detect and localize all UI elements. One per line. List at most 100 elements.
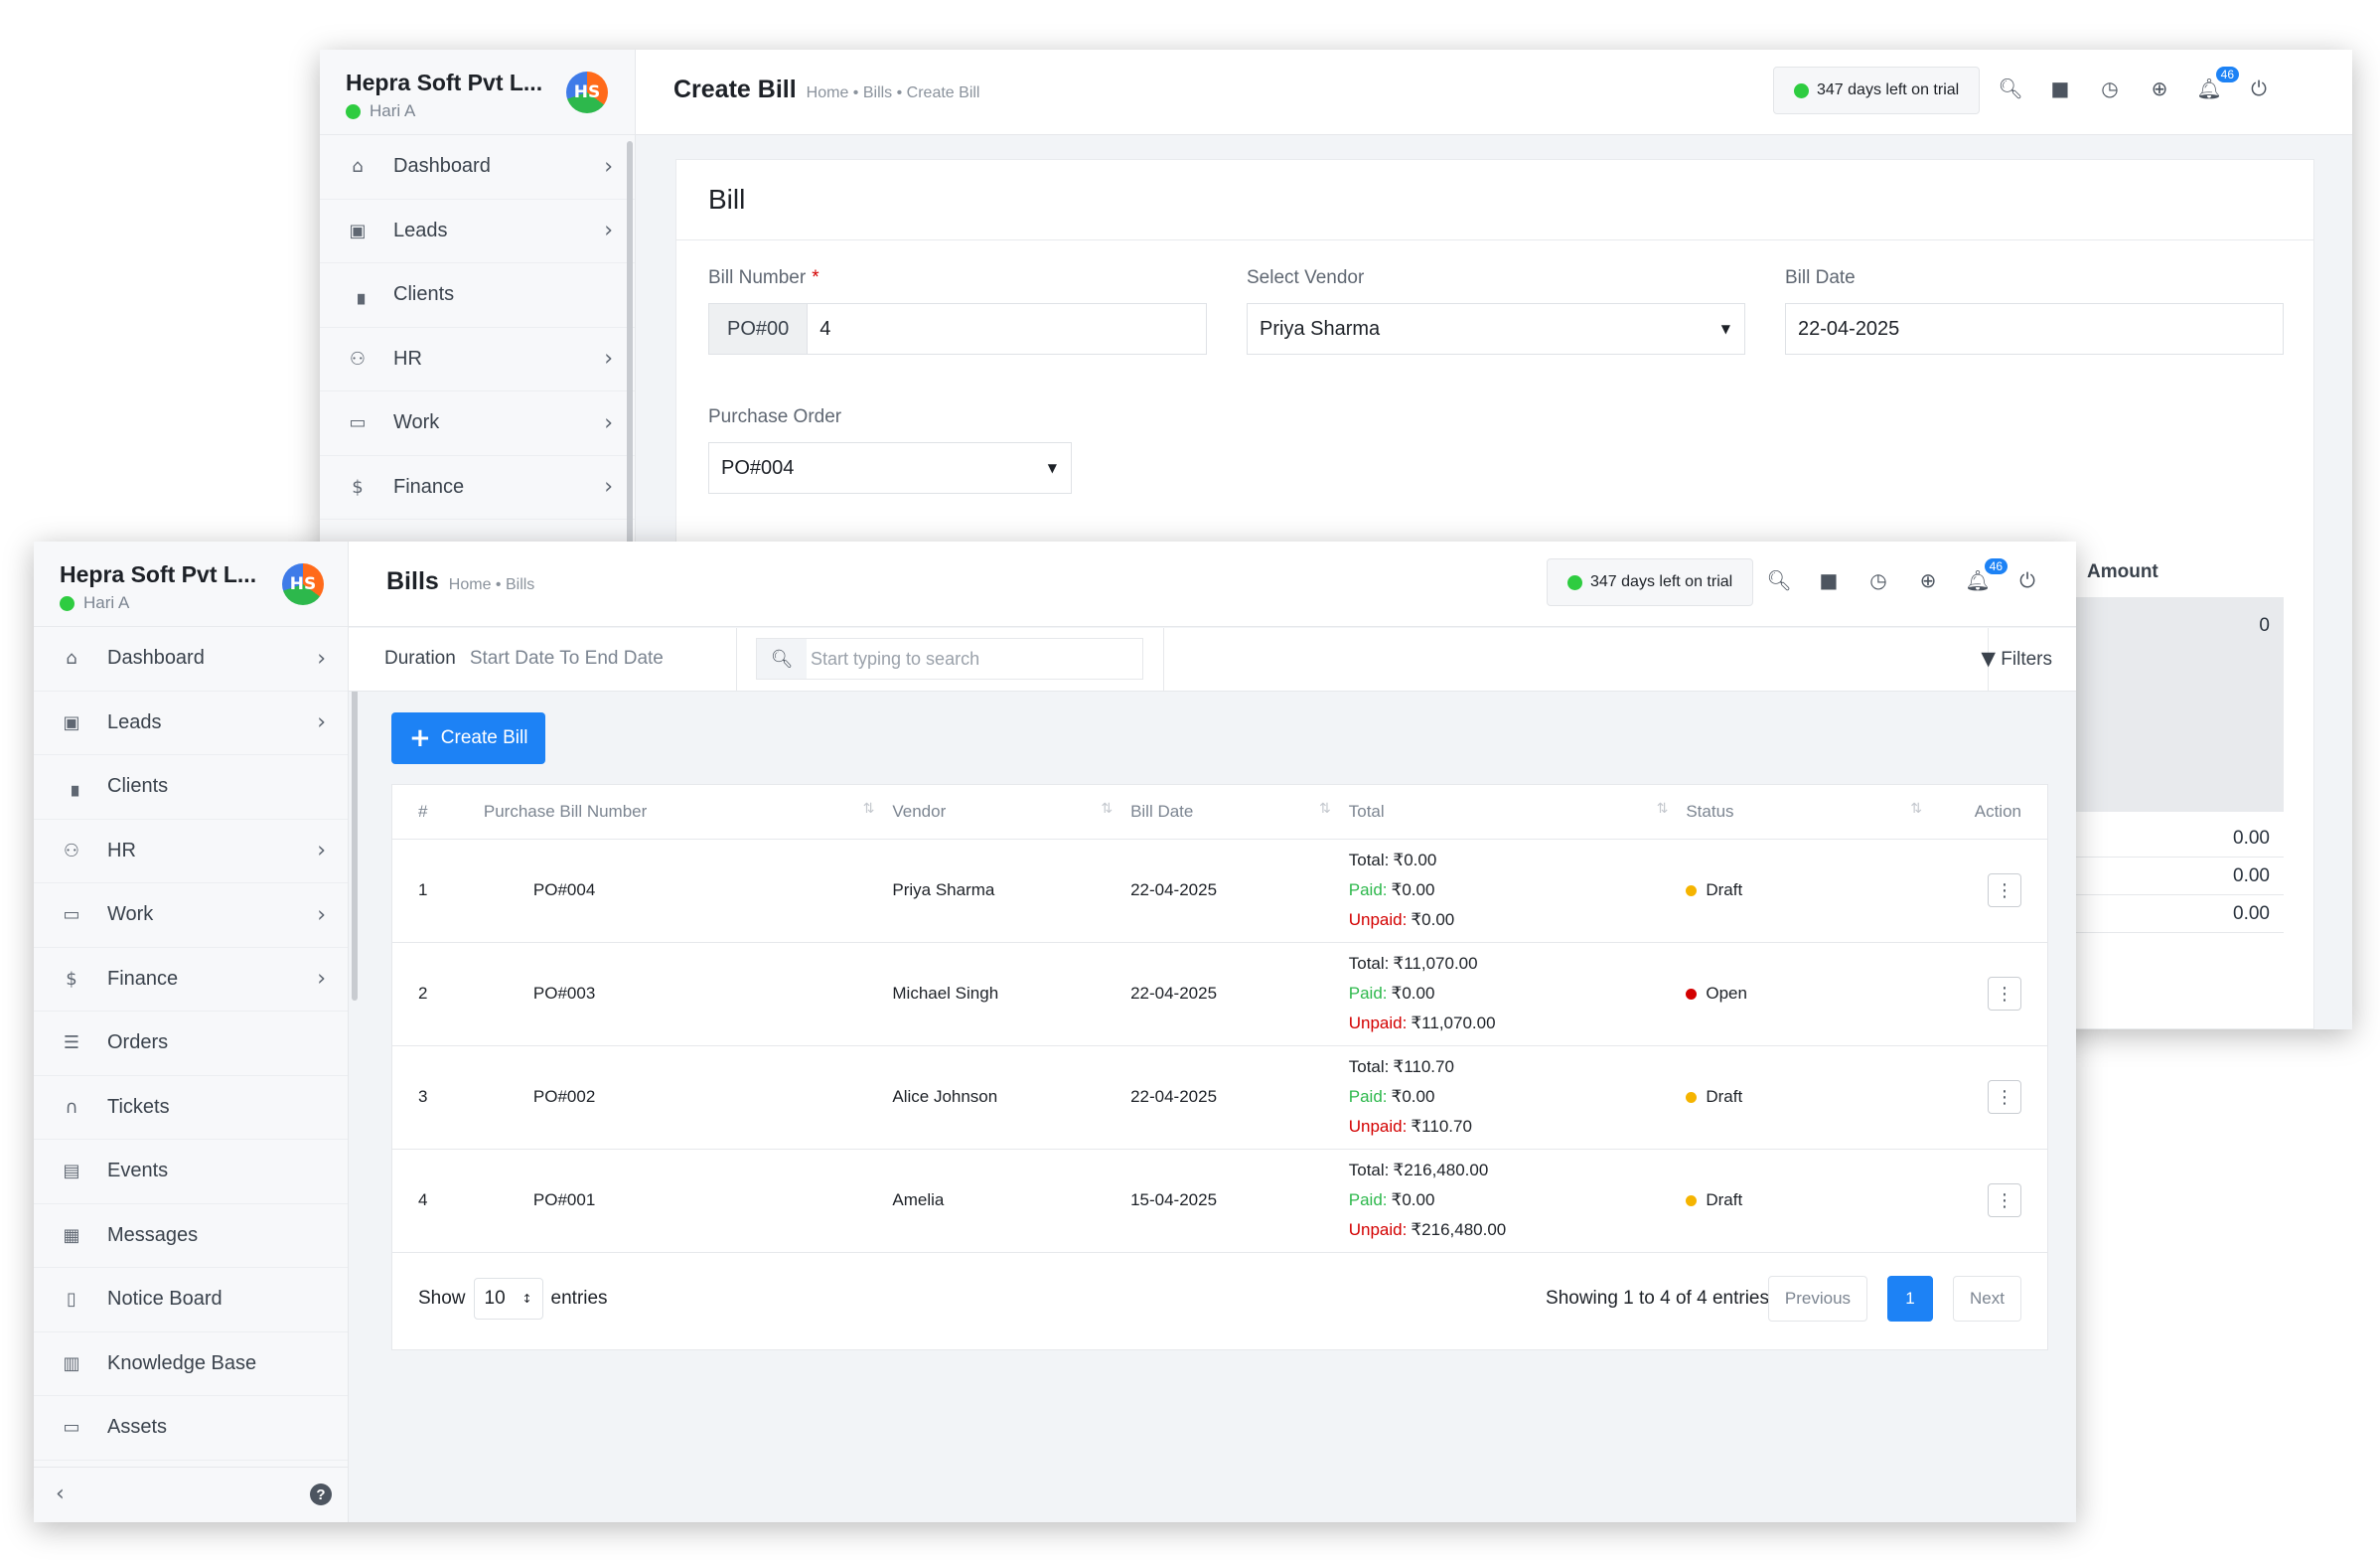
bill-number-field[interactable]: PO#00 4 [708,303,1207,355]
duration-filter[interactable]: Duration Start Date To End Date [384,648,664,670]
status-badge[interactable]: Draft [1686,880,1940,900]
sticky-note-icon[interactable]: ■ [2050,77,2070,100]
sidebar-item-hr[interactable]: ⚇ HR › [320,328,635,391]
trial-badge[interactable]: 347 days left on trial [1773,67,1981,114]
sidebar-item-work[interactable]: ▭ Work › [34,883,348,948]
bill-date-field[interactable]: 22-04-2025 [1785,303,2284,355]
action-cell: ⋮ [1940,839,2047,943]
column-header[interactable]: Bill Date ⇅ [1130,785,1349,840]
kebab-menu-icon: ⋮ [1996,879,2013,901]
sidebar-scrollbar[interactable] [352,633,358,1001]
sidebar-item-tickets[interactable]: ∩ Tickets [34,1076,348,1140]
user-status: Hari A [60,593,129,613]
search-icon: 🔍︎ [757,639,807,679]
table-row[interactable]: 3 PO#002 Alice Johnson 22-04-2025 Total: ₹110… [392,1045,2047,1150]
power-icon[interactable]: ⏻ [2019,568,2035,592]
more-actions-button[interactable]: ⋮ [1988,873,2021,907]
sidebar-scrollbar[interactable] [627,141,633,548]
status-cell: Draft [1686,839,1940,943]
calendar-icon: ▤ [63,1161,80,1182]
more-actions-button[interactable]: ⋮ [1988,1183,2021,1217]
sidebar-item-hr[interactable]: ⚇ HR › [34,820,348,883]
vendor-select[interactable]: Priya Sharma ▼ [1247,303,1745,355]
column-header[interactable]: Total ⇅ [1348,785,1687,840]
help-icon[interactable]: ? [310,1483,332,1505]
filters-button[interactable]: ▼ Filters [1981,648,2052,671]
breadcrumb[interactable]: Home • Bills [448,576,535,593]
status-badge[interactable]: Open [1686,984,1940,1004]
bell-icon[interactable]: 🔔︎ 46 [1965,558,2008,592]
status-label: Draft [1706,880,1743,899]
status-cell: Draft [1686,1045,1940,1150]
search-box[interactable]: 🔍︎ Start typing to search [756,638,1143,680]
sticky-note-icon[interactable]: ■ [1819,568,1839,592]
page-size-select[interactable]: 10 ↕ [473,1278,543,1320]
clock-icon[interactable]: ◷ [2101,77,2119,100]
sidebar-item-leads[interactable]: ▣ Leads › [320,200,635,263]
amount-header: Amount [2087,561,2158,582]
breadcrumb[interactable]: Home • Bills • Create Bill [806,84,980,101]
sidebar-item-dashboard[interactable]: ⌂ Dashboard › [34,627,348,692]
status-dot [1686,884,1698,896]
table-row[interactable]: 4 PO#001 Amelia 15-04-2025 Total: ₹216,480.00… [392,1149,2047,1253]
briefcase-icon: ▭ [349,412,367,434]
total-amount: ₹0.00 [1393,851,1437,869]
unpaid-label: Unpaid: [1348,1220,1408,1239]
unpaid-amount: ₹0.00 [1411,910,1455,929]
row-number: 3 [392,1045,484,1150]
sidebar-item-leads[interactable]: ▣ Leads › [34,692,348,755]
sidebar-item-finance[interactable]: $ Finance › [34,948,348,1012]
company-logo[interactable]: HS [566,72,608,113]
search-icon[interactable]: 🔍︎ [1998,77,2023,100]
sort-icon: ⇅ [1910,801,1922,817]
status-badge[interactable]: Draft [1686,1190,1940,1210]
sidebar-item-dashboard[interactable]: ⌂ Dashboard › [320,135,635,200]
power-icon[interactable]: ⏻ [2251,77,2267,100]
company-logo[interactable]: HS [282,563,324,605]
bill-number-label: Bill Number * [708,267,819,288]
cart-icon: ☰ [63,1032,80,1054]
column-header[interactable]: Status ⇅ [1686,785,1940,840]
previous-button[interactable]: Previous [1767,1276,1868,1322]
search-icon[interactable]: 🔍︎ [1766,568,1792,592]
sidebar-item-work[interactable]: ▭ Work › [320,391,635,456]
sidebar-item-clients[interactable]: ▗ Clients [320,263,635,328]
collapse-sidebar-icon[interactable]: ‹ [56,1482,65,1506]
column-header[interactable]: Purchase Bill Number ⇅ [483,785,893,840]
status-badge[interactable]: Draft [1686,1087,1940,1107]
add-circle-icon[interactable]: ⊕ [1919,568,1937,592]
clock-icon[interactable]: ◷ [1869,568,1887,592]
trial-badge[interactable]: 347 days left on trial [1547,558,1754,606]
sidebar-item-assets[interactable]: ▭ Assets [34,1396,348,1461]
unpaid-line: Unpaid: ₹0.00 [1349,905,1687,935]
search-input[interactable]: Start typing to search [811,648,980,669]
more-actions-button[interactable]: ⋮ [1988,1080,2021,1114]
page-button-1[interactable]: 1 [1887,1276,1934,1322]
purchase-order-select[interactable]: PO#004 ▼ [708,442,1072,494]
column-header[interactable]: Vendor ⇅ [892,785,1131,840]
chevron-right-icon: › [604,218,613,243]
chevron-right-icon: › [317,646,326,672]
sidebar-item-messages[interactable]: ▦ Messages [34,1204,348,1268]
next-button[interactable]: Next [1953,1276,2021,1322]
table-row[interactable]: 1 PO#004 Priya Sharma 22-04-2025 Total: ₹0.00… [392,839,2047,943]
page-title: Bills Home • Bills [386,567,534,596]
create-bill-label: Create Bill [440,727,528,748]
paid-amount: ₹0.00 [1391,984,1435,1003]
sidebar-item-label: Knowledge Base [107,1351,257,1374]
updown-icon: ↕ [521,1292,532,1306]
more-actions-button[interactable]: ⋮ [1988,977,2021,1011]
sidebar-item-clients[interactable]: ▗ Clients [34,755,348,820]
sidebar-item-knowledge-base[interactable]: ▥ Knowledge Base [34,1332,348,1396]
add-circle-icon[interactable]: ⊕ [2151,77,2168,100]
company-name[interactable]: Hepra Soft Pvt L... [60,561,257,587]
total-line: Total: ₹216,480.00 [1349,1156,1687,1185]
sidebar-item-finance[interactable]: $ Finance › [320,456,635,520]
sidebar-item-orders[interactable]: ☰ Orders [34,1012,348,1076]
sidebar-item-notice-board[interactable]: ▯ Notice Board [34,1268,348,1332]
bell-icon[interactable]: 🔔︎ 46 [2196,67,2239,100]
create-bill-button[interactable]: + Create Bill [391,712,546,764]
table-row[interactable]: 2 PO#003 Michael Singh 22-04-2025 Total: ₹11,… [392,942,2047,1046]
sidebar-item-events[interactable]: ▤ Events [34,1140,348,1204]
company-name[interactable]: Hepra Soft Pvt L... [346,70,543,95]
